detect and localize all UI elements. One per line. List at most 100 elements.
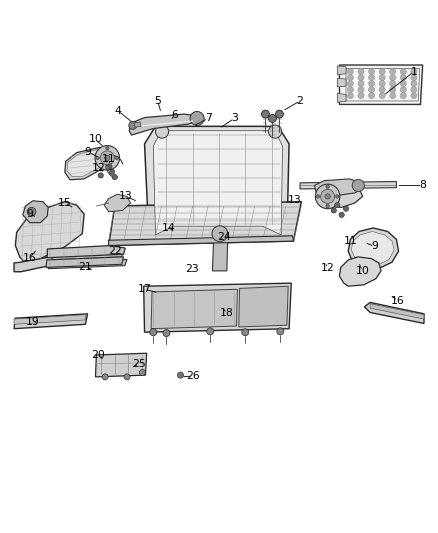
Text: 1: 1: [410, 67, 417, 77]
Circle shape: [242, 329, 249, 336]
Polygon shape: [14, 314, 85, 324]
Polygon shape: [239, 286, 288, 327]
Polygon shape: [67, 150, 105, 177]
Circle shape: [207, 328, 214, 335]
Circle shape: [335, 203, 340, 208]
Text: 20: 20: [92, 350, 106, 360]
Circle shape: [411, 86, 417, 93]
Text: 9: 9: [84, 147, 91, 157]
Circle shape: [96, 156, 99, 159]
Circle shape: [390, 80, 396, 87]
Circle shape: [100, 151, 114, 165]
Text: 19: 19: [26, 317, 40, 327]
Polygon shape: [212, 236, 228, 271]
Circle shape: [368, 69, 374, 75]
Circle shape: [276, 110, 283, 118]
Circle shape: [411, 80, 417, 87]
Polygon shape: [47, 246, 125, 258]
Polygon shape: [339, 65, 423, 104]
Circle shape: [336, 195, 339, 198]
Polygon shape: [337, 66, 346, 75]
Text: 11: 11: [102, 154, 116, 164]
Text: 16: 16: [391, 296, 405, 305]
Circle shape: [390, 86, 396, 93]
Text: 9: 9: [26, 209, 33, 219]
Circle shape: [268, 115, 276, 123]
Circle shape: [339, 212, 344, 217]
Circle shape: [177, 372, 184, 378]
Circle shape: [106, 147, 109, 150]
Text: 5: 5: [154, 96, 161, 106]
Polygon shape: [337, 78, 346, 87]
Circle shape: [358, 69, 364, 75]
Circle shape: [315, 184, 340, 209]
Text: 14: 14: [162, 223, 176, 233]
Circle shape: [347, 86, 353, 93]
Circle shape: [347, 69, 353, 75]
Polygon shape: [326, 184, 363, 207]
Circle shape: [102, 374, 108, 380]
Polygon shape: [314, 179, 363, 197]
Circle shape: [411, 93, 417, 99]
Circle shape: [400, 93, 406, 99]
Text: 22: 22: [108, 246, 122, 256]
Circle shape: [95, 146, 120, 170]
Text: 12: 12: [321, 263, 335, 273]
Circle shape: [390, 75, 396, 80]
Text: 8: 8: [419, 181, 426, 190]
Polygon shape: [300, 182, 396, 189]
Circle shape: [326, 204, 329, 208]
Polygon shape: [346, 69, 420, 101]
Circle shape: [368, 80, 374, 87]
Text: 17: 17: [138, 284, 152, 294]
Polygon shape: [129, 114, 197, 135]
Text: 11: 11: [343, 236, 357, 246]
Polygon shape: [348, 228, 399, 271]
Text: 10: 10: [88, 134, 102, 144]
Polygon shape: [339, 257, 381, 286]
Circle shape: [326, 185, 329, 189]
Text: 7: 7: [205, 114, 212, 124]
Polygon shape: [134, 122, 141, 127]
Circle shape: [347, 75, 353, 80]
Circle shape: [325, 194, 330, 199]
Text: 26: 26: [186, 371, 200, 381]
Polygon shape: [15, 201, 84, 262]
Circle shape: [163, 329, 170, 336]
Circle shape: [28, 208, 35, 215]
Polygon shape: [109, 236, 293, 246]
Circle shape: [316, 195, 320, 198]
Circle shape: [368, 75, 374, 80]
Text: 12: 12: [92, 163, 106, 173]
Circle shape: [212, 226, 228, 241]
Circle shape: [124, 374, 130, 380]
Circle shape: [400, 69, 406, 75]
Circle shape: [352, 179, 364, 191]
Text: 2: 2: [297, 96, 304, 106]
Circle shape: [106, 166, 109, 169]
Circle shape: [390, 93, 396, 99]
Circle shape: [358, 80, 364, 87]
Circle shape: [155, 125, 169, 138]
Polygon shape: [364, 302, 424, 324]
Circle shape: [110, 169, 115, 174]
Circle shape: [379, 69, 385, 75]
Text: 23: 23: [185, 264, 199, 273]
Circle shape: [347, 93, 353, 99]
Circle shape: [400, 80, 406, 87]
Polygon shape: [337, 93, 346, 102]
Circle shape: [368, 86, 374, 93]
Text: 18: 18: [220, 309, 234, 318]
Circle shape: [379, 93, 385, 99]
Polygon shape: [65, 147, 109, 180]
Circle shape: [129, 122, 137, 130]
Polygon shape: [30, 205, 45, 215]
Circle shape: [390, 69, 396, 75]
Polygon shape: [48, 260, 127, 269]
Polygon shape: [144, 283, 291, 332]
Circle shape: [347, 80, 353, 87]
Polygon shape: [109, 201, 301, 246]
Circle shape: [358, 75, 364, 80]
Circle shape: [277, 328, 284, 335]
Circle shape: [400, 86, 406, 93]
